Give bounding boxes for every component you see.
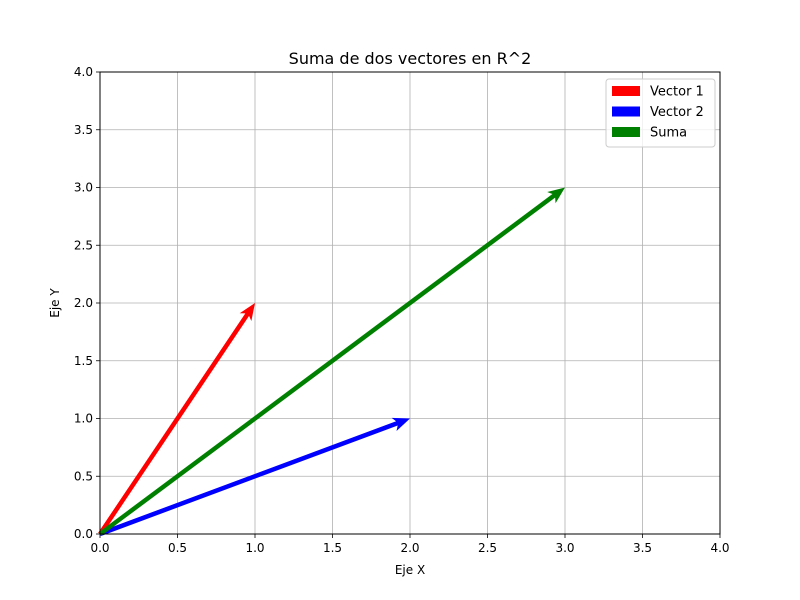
x-tick-label: 1.0: [245, 541, 264, 555]
x-tick-label: 4.0: [710, 541, 729, 555]
y-tick-label: 0.5: [74, 469, 93, 483]
y-tick-label: 0.0: [74, 527, 93, 541]
legend-swatch: [612, 106, 640, 117]
y-tick-label: 2.5: [74, 238, 93, 252]
x-tick-label: 2.0: [400, 541, 419, 555]
x-axis-label: Eje X: [395, 563, 425, 577]
vector-arrow-2: [99, 417, 411, 537]
x-tick-label: 0.0: [90, 541, 109, 555]
vectors: [98, 187, 565, 537]
legend-swatch: [612, 127, 640, 137]
legend: Vector 1 Vector 2 Suma: [605, 78, 716, 148]
vector-arrow-3: [98, 187, 565, 536]
chart-title: Suma de dos vectores en R^2: [289, 49, 532, 68]
y-tick-label: 2.0: [74, 296, 93, 310]
x-tick-label: 0.5: [168, 541, 187, 555]
y-tick-label: 3.0: [74, 181, 93, 195]
legend-label: Vector 2: [650, 105, 704, 120]
legend-label: Vector 1: [650, 85, 704, 100]
ticks: 0.0 0.5 1.0 1.5 2.0 2.5 3.0 3.5 4.0 0.0 0.5 1.0 1.5 2…: [74, 65, 730, 555]
y-tick-label: 3.5: [74, 123, 93, 137]
y-tick-label: 4.0: [74, 65, 93, 79]
legend-label: Suma: [650, 126, 687, 141]
x-tick-label: 1.5: [323, 541, 342, 555]
y-tick-label: 1.5: [74, 354, 93, 368]
x-tick-label: 3.5: [633, 541, 652, 555]
y-tick-label: 1.0: [74, 412, 93, 426]
x-tick-label: 2.5: [478, 541, 497, 555]
vector-arrow-1: [98, 303, 255, 536]
legend-swatch: [612, 86, 640, 96]
y-axis-label: Eje Y: [48, 288, 62, 318]
x-tick-label: 3.0: [555, 541, 574, 555]
